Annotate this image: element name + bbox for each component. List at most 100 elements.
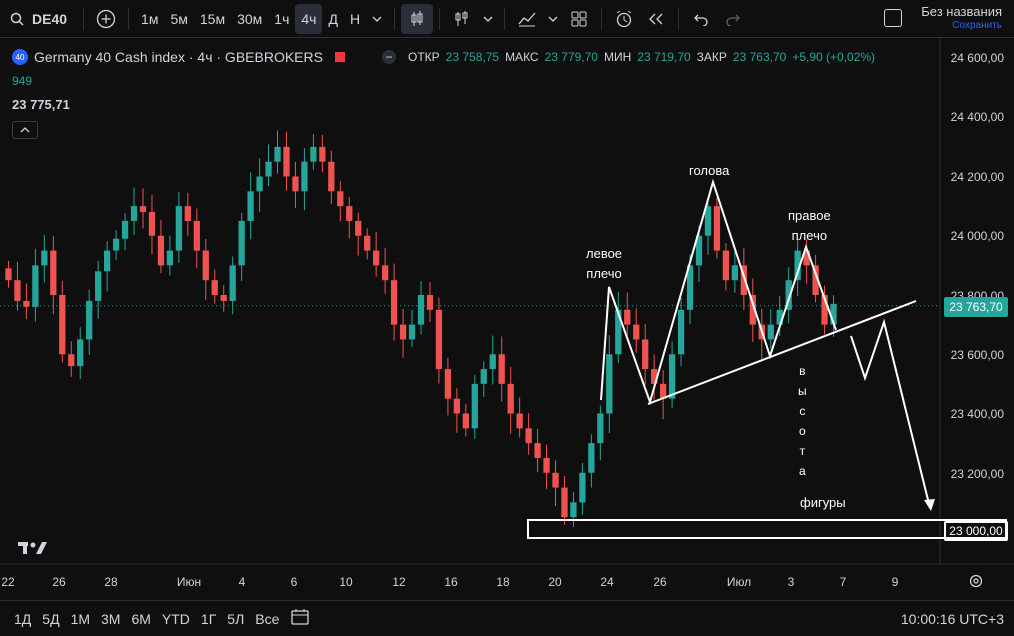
divider <box>678 7 680 30</box>
neckline <box>647 300 917 405</box>
candle-body <box>274 146 281 162</box>
tf-15m[interactable]: 15м <box>199 10 226 27</box>
range-1y[interactable]: 1Г <box>200 610 217 627</box>
candle-body <box>731 265 739 281</box>
undo-button[interactable] <box>685 4 717 34</box>
replay-button[interactable] <box>640 4 672 34</box>
candle-body <box>310 146 317 162</box>
axis-settings-button[interactable] <box>968 573 984 594</box>
tf-1w[interactable]: Н <box>349 10 361 27</box>
candle-body <box>399 324 407 340</box>
price-chart[interactable] <box>0 39 1014 599</box>
add-symbol-button[interactable] <box>90 4 122 34</box>
candle-body <box>794 250 801 281</box>
low-label: МИН <box>603 50 632 64</box>
range-5y[interactable]: 5Л <box>227 610 245 627</box>
candle-body <box>722 250 730 281</box>
candle-body <box>319 146 326 162</box>
tf-1d[interactable]: Д <box>328 10 338 27</box>
minus-circle-icon[interactable]: − <box>382 50 396 64</box>
range-3m[interactable]: 3М <box>101 610 121 627</box>
y-tick: 23 600,00 <box>950 348 1004 362</box>
annotation-letter: в <box>799 364 806 378</box>
indicators-button[interactable] <box>446 4 478 34</box>
annotation-figure[interactable]: фигуры <box>800 495 846 510</box>
x-tick: 18 <box>496 575 510 589</box>
candle-body <box>695 235 703 266</box>
y-tick: 24 000,00 <box>950 229 1004 243</box>
layout-title-block[interactable]: Без названия Сохранить <box>921 4 1002 31</box>
timeframe-dropdown[interactable] <box>366 4 388 34</box>
compare-dropdown[interactable] <box>543 4 563 34</box>
tradingview-logo-icon <box>18 542 47 554</box>
candle-body <box>606 354 613 414</box>
high-label: МАКС <box>505 50 539 64</box>
indicators-dropdown[interactable] <box>478 4 498 34</box>
annotation-left-shoulder[interactable]: левое плечо <box>586 244 622 284</box>
calendar-icon <box>291 609 310 625</box>
clock[interactable]: 10:00:16 UTC+3 <box>900 611 1004 627</box>
candle-body <box>516 413 523 429</box>
candle-body <box>677 309 685 355</box>
candle-body <box>229 265 236 301</box>
range-1m[interactable]: 1М <box>70 610 91 627</box>
candle-body <box>193 220 200 251</box>
candle-body <box>740 265 747 295</box>
range-5d[interactable]: 5Д <box>42 610 60 627</box>
tf-5m[interactable]: 5м <box>170 10 188 27</box>
candle-body <box>525 428 532 444</box>
tf-30m[interactable]: 30м <box>237 10 263 27</box>
symbol-search[interactable]: DE40 <box>0 4 77 34</box>
volume-value: 949 <box>12 74 33 88</box>
annotation-height[interactable]: в ы с о т а <box>798 361 807 481</box>
undo-icon <box>694 14 708 26</box>
candle-body <box>767 324 774 340</box>
save-link[interactable]: Сохранить <box>952 20 1002 31</box>
tf-1h[interactable]: 1ч <box>274 10 290 27</box>
candle-body <box>659 383 667 399</box>
candle-body <box>615 309 622 355</box>
candle-body <box>579 472 586 503</box>
series-title[interactable]: Germany 40 Cash index · 4ч · GBEBROKERS <box>34 49 323 65</box>
candle-body <box>390 280 398 325</box>
candle-body <box>301 161 308 192</box>
chart-pane[interactable]: 40 Germany 40 Cash index · 4ч · GBEBROKE… <box>0 39 1014 599</box>
flag-icon[interactable] <box>334 52 345 62</box>
tf-1m[interactable]: 1м <box>141 10 159 27</box>
candle-body <box>220 295 227 301</box>
candle-body <box>830 303 837 325</box>
candle-body <box>14 280 21 301</box>
date-range-button[interactable] <box>290 608 310 629</box>
candle-body <box>812 265 819 295</box>
candle-body <box>668 354 676 399</box>
redo-button[interactable] <box>717 4 749 34</box>
divider <box>439 7 441 30</box>
layout-button[interactable] <box>563 4 595 34</box>
target-zone-box <box>527 519 1007 539</box>
candles-type-button[interactable] <box>401 3 434 34</box>
annotation-head[interactable]: голова <box>689 163 730 178</box>
candle-body <box>417 295 425 325</box>
x-tick: 6 <box>290 575 298 589</box>
candle-body <box>803 250 810 266</box>
chevron-up-icon <box>20 127 30 133</box>
open-value: 23 758,75 <box>445 50 500 64</box>
range-ytd[interactable]: YTD <box>161 610 190 627</box>
indicator-bars-icon <box>455 10 468 26</box>
head-shoulders-pattern-line <box>600 178 837 406</box>
change-value: +5,90 (+0,02%) <box>792 50 876 64</box>
annotation-right-shoulder[interactable]: правое плечо <box>788 206 831 246</box>
range-all[interactable]: Все <box>255 610 280 627</box>
close-label: ЗАКР <box>696 50 727 64</box>
collapse-legend-button[interactable] <box>12 121 38 139</box>
compare-button[interactable] <box>511 4 543 34</box>
candle-body <box>381 265 389 281</box>
grid-icon <box>571 11 587 26</box>
tradingview-logo[interactable] <box>18 539 48 562</box>
range-1d[interactable]: 1Д <box>14 610 32 627</box>
alert-button[interactable] <box>608 4 640 34</box>
layout-checkbox-icon[interactable] <box>884 9 902 27</box>
tf-4h[interactable]: 4ч <box>295 3 323 34</box>
candle-body <box>408 324 416 340</box>
range-6m[interactable]: 6М <box>131 610 151 627</box>
